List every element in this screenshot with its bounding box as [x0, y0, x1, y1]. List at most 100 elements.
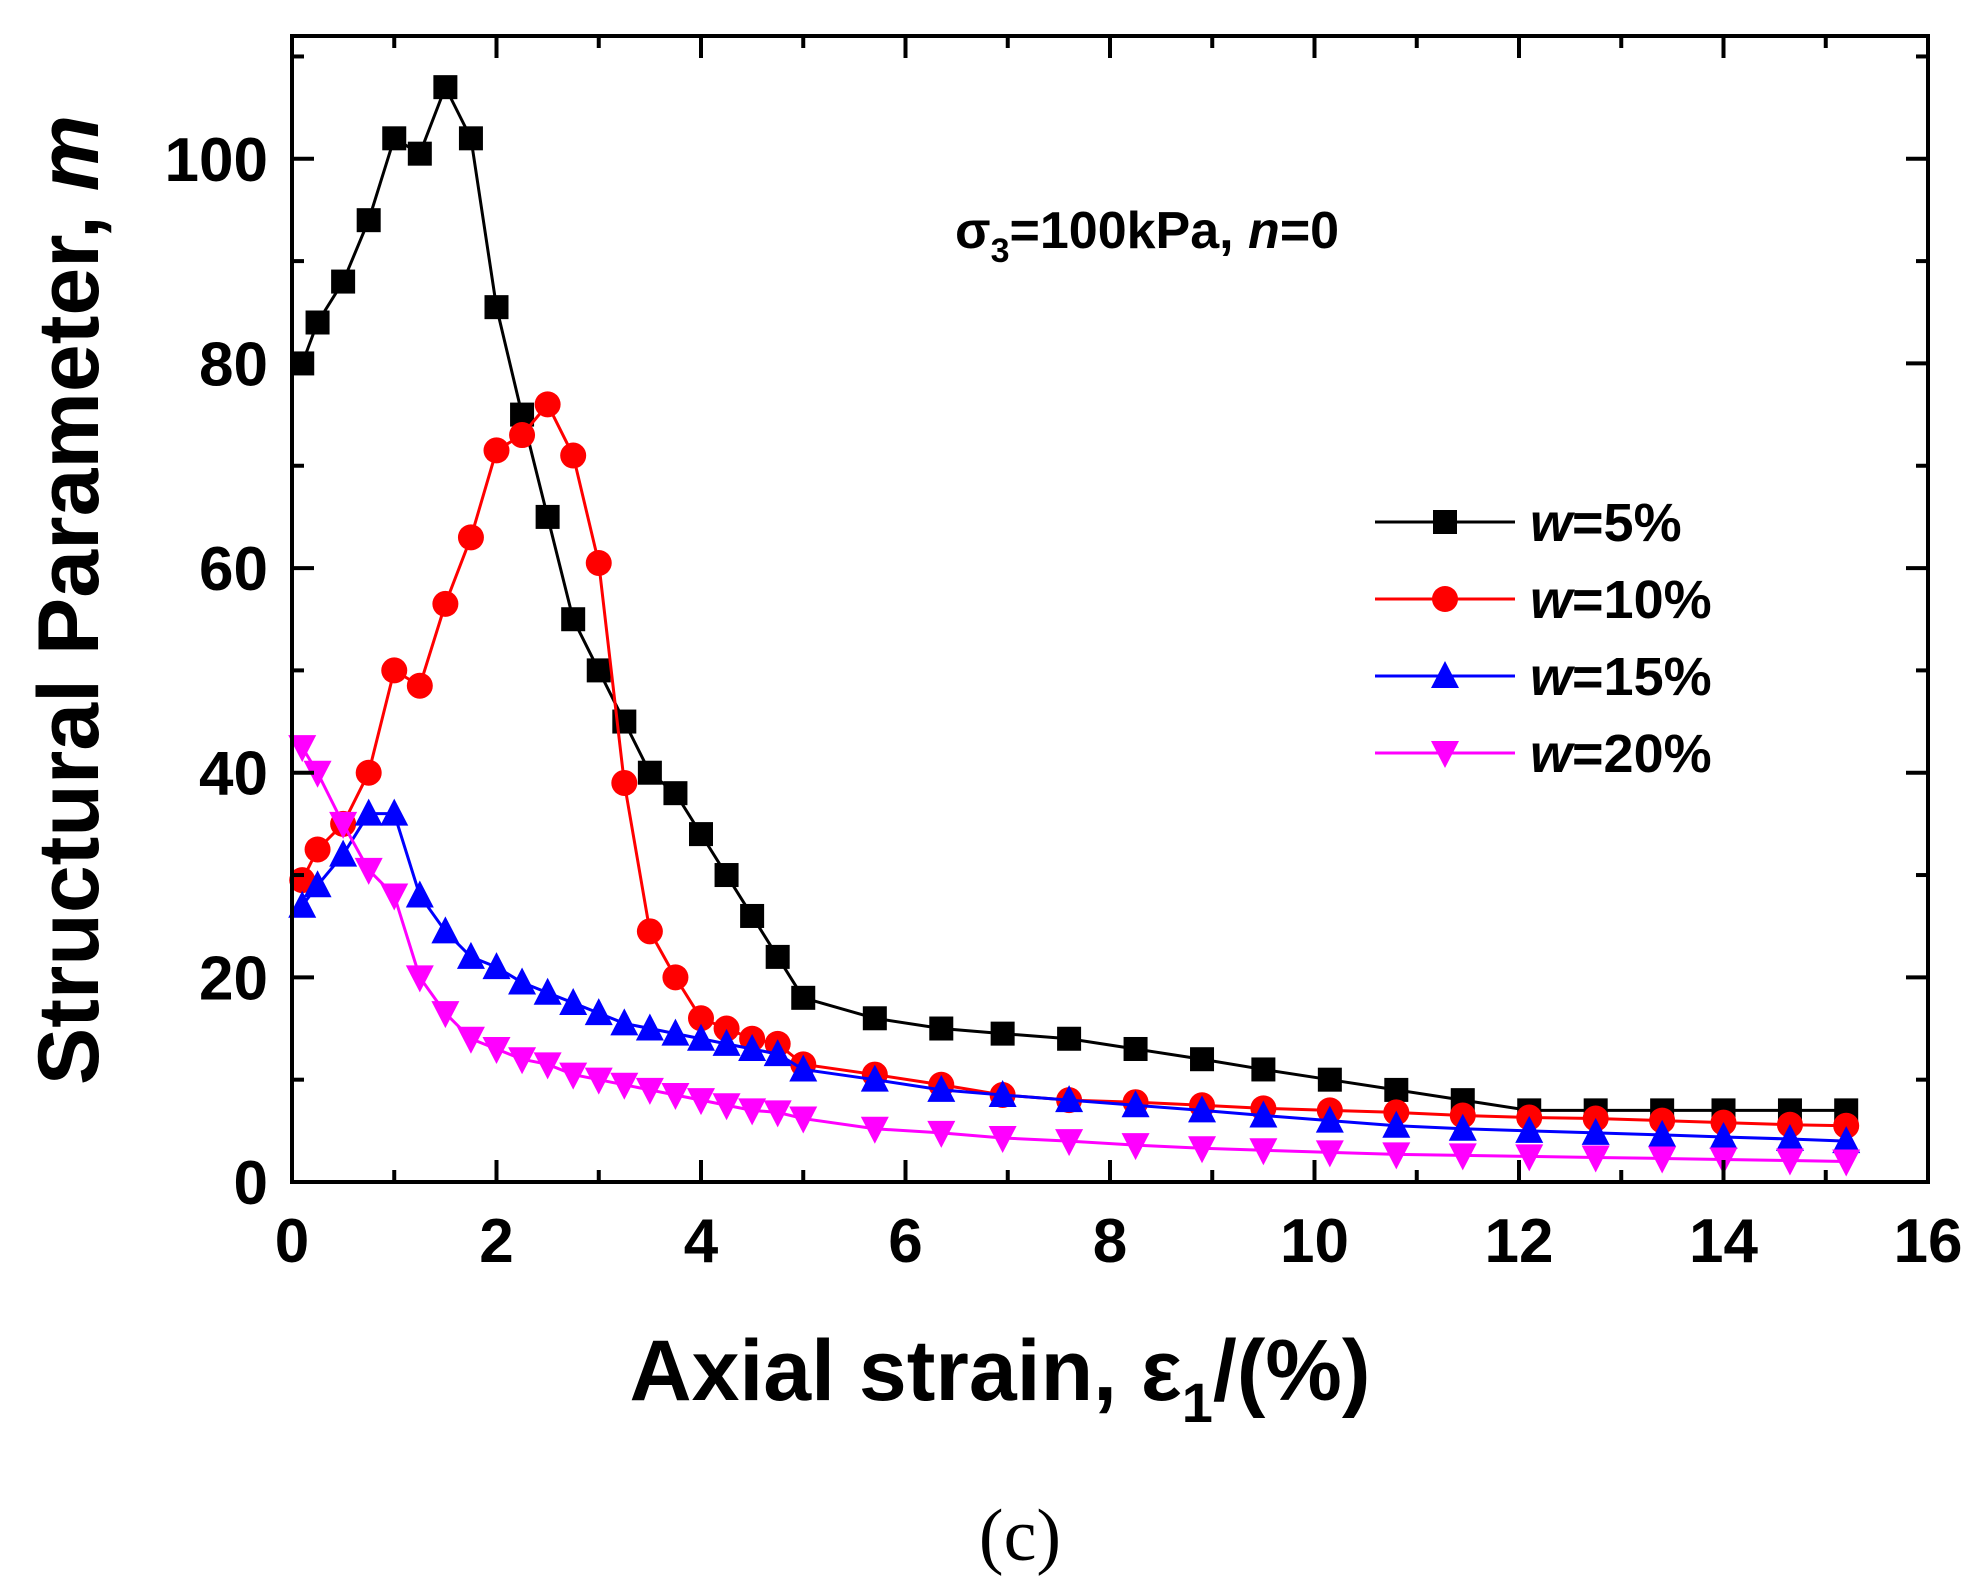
data-point [584, 998, 613, 1026]
data-point [382, 126, 407, 151]
x-tick-label: 8 [1093, 1207, 1127, 1276]
legend-entry-0: w=5% [1375, 493, 1682, 553]
y-axis-title-text: Structural Parameter, [21, 191, 117, 1085]
data-point [929, 1016, 954, 1041]
data-point [482, 1036, 511, 1064]
data-point [304, 836, 331, 863]
data-point [1057, 1026, 1082, 1051]
legend: w=5%w=10%w=15%w=20% [1375, 493, 1712, 784]
data-point [789, 1106, 818, 1134]
data-point [457, 524, 484, 551]
data-point [380, 883, 409, 911]
data-point [431, 1001, 460, 1029]
legend-entry-1: w=10% [1375, 570, 1712, 630]
data-point [561, 607, 586, 632]
data-point [559, 987, 588, 1015]
panel-label: (c) [979, 1495, 1061, 1577]
x-axis-title: Axial strain, ε1/(%) [629, 1323, 1370, 1434]
data-point [1648, 1119, 1677, 1147]
x-tick-label: 0 [275, 1207, 309, 1276]
x-tick-label: 4 [684, 1207, 719, 1276]
data-point [1055, 1129, 1084, 1157]
data-point [303, 870, 332, 898]
y-tick-label: 100 [165, 126, 268, 195]
data-point [1581, 1145, 1610, 1173]
data-point [763, 1039, 792, 1067]
data-point [1315, 1105, 1344, 1133]
data-point [860, 1064, 889, 1092]
legend-marker [1432, 586, 1458, 612]
data-point [559, 1062, 588, 1090]
data-point [1121, 1090, 1150, 1118]
legend-marker [1431, 741, 1459, 768]
x-axis-title-prefix: Axial strain, [629, 1323, 1140, 1419]
y-tick-label: 0 [234, 1149, 268, 1218]
data-point [635, 1013, 664, 1041]
data-point [738, 1098, 767, 1126]
data-point [636, 918, 663, 945]
data-point [740, 903, 765, 928]
legend-label: w=20% [1530, 724, 1712, 784]
data-point [712, 1093, 741, 1121]
data-point [1648, 1146, 1677, 1174]
data-point [533, 1052, 562, 1080]
data-point [288, 735, 317, 763]
legend-marker [1431, 661, 1459, 688]
legend-entry-2: w=15% [1375, 647, 1712, 707]
legend-label-value: =15% [1572, 647, 1712, 707]
data-point [610, 1008, 639, 1036]
legend-label-value: =5% [1572, 493, 1682, 553]
legend-label: w=10% [1530, 570, 1712, 630]
data-point [1317, 1067, 1342, 1092]
y-tick-label: 20 [199, 944, 268, 1013]
data-point [791, 985, 816, 1010]
data-point [765, 944, 790, 969]
data-point [860, 1116, 889, 1144]
series-2 [288, 798, 1861, 1154]
data-point [1384, 1077, 1409, 1102]
data-point [689, 822, 713, 847]
y-tick-label: 60 [199, 535, 268, 604]
legend-label-w: w [1530, 493, 1575, 553]
data-point [1448, 1113, 1477, 1141]
data-point [482, 952, 511, 980]
data-point [1251, 1057, 1276, 1082]
data-point [1315, 1140, 1344, 1168]
data-point [662, 964, 689, 991]
annotation-end: =0 [1280, 202, 1339, 260]
data-point [1515, 1115, 1544, 1143]
data-point [635, 1077, 664, 1105]
data-point [509, 422, 536, 449]
x-tick-label: 10 [1280, 1207, 1349, 1276]
data-point [789, 1054, 818, 1082]
data-point [354, 798, 383, 826]
x-tick-label: 16 [1894, 1207, 1963, 1276]
ticks-layer: 0 2 4 6 8 10 12 14 16 0 20 40 60 80 100 [165, 36, 1963, 1276]
data-point [663, 781, 688, 806]
data-point [1709, 1121, 1738, 1149]
data-point [661, 1018, 690, 1046]
data-point [381, 657, 408, 684]
legend-label-value: =10% [1572, 570, 1712, 630]
data-point [927, 1074, 956, 1102]
data-point [611, 769, 638, 796]
data-point [354, 857, 383, 885]
data-point [1382, 1110, 1411, 1138]
data-point [712, 1028, 741, 1056]
y-axis-title: Structural Parameter, m [21, 115, 117, 1085]
data-point [1775, 1124, 1804, 1152]
data-point [534, 391, 561, 418]
data-point [303, 760, 332, 788]
data-point [535, 504, 560, 529]
series-layer [288, 75, 1861, 1177]
data-point [560, 442, 587, 469]
data-point [763, 1100, 792, 1128]
legend-label: w=5% [1530, 493, 1682, 553]
data-point [305, 310, 330, 335]
data-point [356, 208, 381, 233]
annotation-sub: 3 [991, 232, 1010, 270]
x-axis-title-sub: 1 [1182, 1371, 1213, 1434]
data-point [380, 798, 409, 826]
data-point [483, 437, 510, 464]
data-point [405, 880, 434, 908]
